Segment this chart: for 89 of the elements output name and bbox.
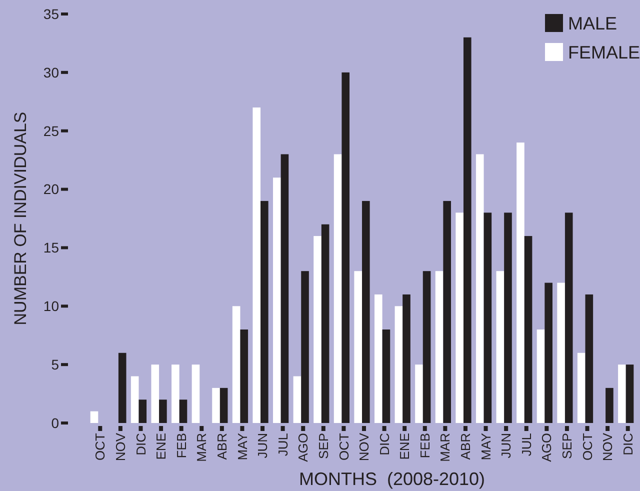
- bar: [342, 72, 350, 423]
- x-tick-label: DIC: [133, 433, 148, 456]
- bar: [374, 294, 382, 423]
- x-tick-label: AGO: [296, 433, 311, 462]
- bar: [159, 400, 167, 423]
- legend-label: MALE: [568, 13, 618, 34]
- y-axis-title: NUMBER OF INDIVIDUALS: [11, 112, 30, 326]
- y-tick-label: 10: [43, 298, 60, 314]
- bar: [536, 330, 545, 423]
- bar: [577, 352, 586, 423]
- y-tick-label: 25: [43, 122, 60, 139]
- x-tick-label: SEP: [316, 433, 331, 460]
- bar: [240, 330, 248, 423]
- x-tick-label: NOV: [600, 432, 616, 462]
- bar: [496, 271, 504, 423]
- x-tick-label: OCT: [336, 432, 352, 460]
- bar: [524, 236, 532, 423]
- bar: [232, 306, 240, 423]
- bar: [435, 271, 444, 423]
- x-tick-label: ABR: [214, 433, 230, 460]
- x-tick-label: DIC: [376, 433, 392, 456]
- x-tick-label: NOV: [356, 432, 372, 462]
- y-tick-label: 0: [51, 414, 60, 431]
- bar: [280, 154, 289, 423]
- legend-label: FEMALE: [568, 42, 640, 62]
- bar: [362, 200, 370, 423]
- bar: [422, 271, 431, 423]
- bar: [314, 236, 322, 423]
- bar: [321, 224, 330, 423]
- x-tick-label: ENE: [154, 432, 169, 460]
- bar: [504, 212, 512, 423]
- x-tick-label: MAR: [194, 433, 210, 462]
- x-tick-label: ABR: [458, 433, 474, 460]
- x-tick-label: MAR: [438, 433, 453, 462]
- x-axis-title: MONTHS (2008-2010): [298, 469, 486, 489]
- bar: [484, 212, 492, 423]
- x-tick-label: JUL: [518, 433, 534, 456]
- x-tick-label: FEB: [174, 433, 189, 458]
- bar: [456, 212, 464, 423]
- x-tick-label: MAY: [478, 432, 494, 460]
- bar: [618, 364, 626, 423]
- bar: [394, 306, 403, 423]
- x-tick-label: MAY: [234, 432, 250, 460]
- bar: [252, 107, 261, 423]
- bar: [564, 212, 573, 423]
- bar: [476, 154, 484, 423]
- bar: [179, 400, 188, 423]
- x-tick-label: JUL: [275, 433, 290, 456]
- bar: [293, 376, 302, 423]
- bar: [273, 178, 281, 423]
- x-tick-label: DIC: [620, 433, 636, 456]
- bar: [220, 388, 228, 423]
- y-tick-label: 30: [43, 64, 60, 80]
- bar: [354, 271, 362, 423]
- x-tick-label: JUN: [498, 433, 514, 458]
- x-tick-label: JUN: [255, 433, 270, 458]
- bar: [130, 376, 139, 423]
- bar: [402, 294, 410, 423]
- bar: [557, 282, 565, 423]
- x-tick-label: SEP: [560, 433, 575, 460]
- y-tick-label: 20: [43, 181, 60, 198]
- x-tick-label: AGO: [539, 433, 554, 462]
- bar: [212, 388, 220, 423]
- y-tick-label: 35: [43, 6, 60, 22]
- bar: [626, 364, 634, 423]
- bar: [443, 200, 451, 423]
- y-tick-label: 15: [43, 240, 60, 256]
- bar: [192, 364, 200, 423]
- bar: [118, 352, 126, 423]
- bar: [138, 400, 147, 423]
- y-tick-label: 5: [51, 356, 60, 372]
- bar: [516, 142, 524, 423]
- bar: [151, 364, 160, 423]
- bar: [301, 271, 309, 423]
- bar: [382, 330, 390, 423]
- bar: [544, 282, 552, 423]
- bar: [334, 154, 342, 423]
- bar: [606, 388, 614, 423]
- bar: [90, 411, 98, 423]
- bar: [463, 37, 472, 423]
- x-tick-label: FEB: [417, 433, 432, 458]
- bar: [585, 294, 594, 423]
- bar: [415, 364, 423, 423]
- bar: [172, 364, 180, 423]
- x-tick-label: NOV: [112, 432, 128, 462]
- x-tick-label: OCT: [92, 432, 108, 460]
- bar: [260, 200, 268, 423]
- x-tick-label: ENE: [397, 432, 412, 460]
- x-tick-label: OCT: [580, 432, 595, 460]
